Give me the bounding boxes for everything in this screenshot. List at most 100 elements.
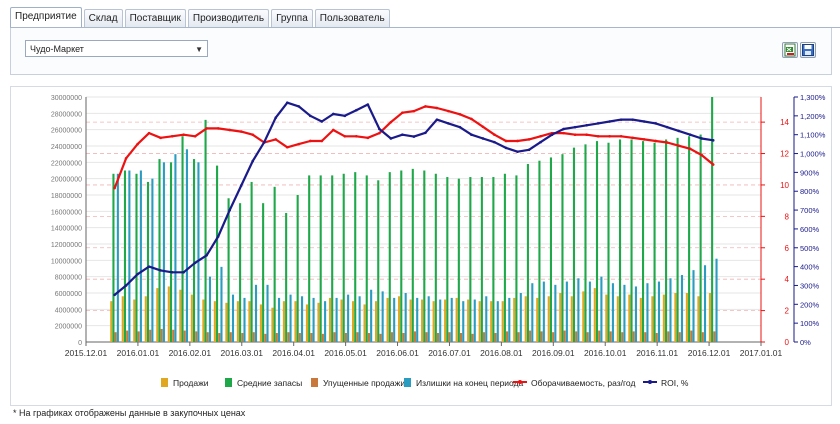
sales-bar [351, 301, 355, 342]
avg-stock-bar [296, 195, 299, 342]
tab-3[interactable]: Производитель [187, 9, 270, 27]
tab-0[interactable]: Предприятие [10, 7, 82, 27]
tab-divider [10, 27, 840, 28]
excess-bar [485, 296, 488, 342]
sales-bar [444, 299, 447, 342]
turnover-line-point [447, 109, 450, 113]
roi-line-point [205, 254, 208, 257]
sales-bar [409, 299, 412, 342]
sales-bar [225, 302, 228, 342]
excess-bar [162, 162, 165, 342]
legend-label: ROI, % [661, 378, 689, 388]
avg-stock-bar [457, 178, 460, 342]
roi-line-point [550, 133, 554, 136]
avg-stock-bar [388, 172, 391, 342]
excess-bar [416, 297, 419, 342]
x-tick-label: 2016.01.01 [117, 348, 160, 358]
roi-tick-label: 1,300% [800, 93, 826, 102]
tab-1[interactable]: Склад [83, 9, 123, 27]
enterprise-select[interactable]: Чудо-Маркет ▼ [25, 40, 208, 57]
lost-sales-bar [137, 331, 140, 342]
avg-stock-bar [262, 203, 265, 342]
roi-line-point [412, 135, 416, 138]
tab-4[interactable]: Группа [271, 9, 313, 27]
lost-sales-bar [459, 333, 463, 342]
excess-bar [462, 301, 465, 342]
avg-stock-bar [515, 175, 518, 342]
excess-bar [680, 275, 684, 342]
save-button[interactable] [800, 42, 816, 58]
legend-swatch [225, 378, 232, 387]
x-tick-label: 2015.12.01 [65, 348, 108, 358]
roi-line-point [596, 122, 600, 125]
lost-sales-bar [609, 331, 612, 342]
excess-bar [301, 296, 304, 342]
avg-stock-bar [204, 119, 207, 342]
excess-bar [439, 299, 442, 342]
sales-bar [167, 286, 170, 342]
lost-sales-bar [690, 330, 693, 342]
legend-swatch [311, 378, 318, 387]
x-tick-label: 2016.11.01 [636, 348, 678, 358]
avg-stock-bar [653, 142, 656, 342]
roi-line-point [297, 105, 301, 108]
avg-stock-bar [492, 177, 495, 342]
roi-line-point [320, 120, 324, 123]
roi-line-point [308, 114, 312, 118]
avg-stock-bar [308, 175, 311, 342]
roi-line-point [447, 122, 450, 125]
roi-line-point [366, 103, 370, 106]
turnover-line-point [470, 117, 473, 121]
turnover-line-point [562, 131, 565, 135]
export-excel-button[interactable] [782, 42, 798, 58]
tab-5[interactable]: Пользователь [314, 9, 390, 27]
turnover-line-point [688, 147, 692, 151]
legend-swatch [161, 378, 168, 387]
sales-bar [179, 289, 182, 342]
roi-line-point [688, 133, 692, 136]
avg-stock-bar [561, 154, 564, 342]
lost-sales-bar [402, 333, 405, 342]
sales-bar [559, 293, 562, 342]
excess-bar [358, 296, 361, 342]
sales-bar [639, 297, 642, 342]
excess-bar [657, 281, 661, 342]
avg-stock-bar [273, 186, 276, 342]
x-tick-label: 2016.04.01 [272, 348, 315, 358]
turnover-line-point [113, 186, 116, 190]
excess-bar [542, 281, 545, 342]
tab-2[interactable]: Поставщик [124, 9, 186, 27]
lost-sales-bar [632, 331, 635, 342]
excess-bar [220, 266, 223, 342]
avg-stock-bar [158, 159, 161, 342]
sales-bar [421, 299, 424, 342]
avg-stock-bar [595, 141, 599, 342]
lost-sales-bar [598, 330, 601, 342]
lost-sales-bar [552, 332, 555, 342]
lost-sales-bar [126, 330, 129, 342]
turnover-line-point [136, 142, 139, 146]
roi-tick-label: 300% [800, 281, 820, 290]
turnover-line-point [366, 136, 370, 140]
legend-label: Оборачиваемость, раз/год [531, 378, 635, 388]
sales-bar [501, 301, 504, 342]
sales-bar [282, 301, 286, 342]
roi-tick-label: 600% [800, 225, 820, 234]
chevron-down-icon: ▼ [195, 45, 203, 54]
lost-sales-bar [586, 332, 589, 342]
excess-bar [496, 301, 499, 342]
avg-stock-bar [123, 170, 127, 342]
lost-sales-bar [195, 331, 198, 342]
roi-tick-label: 700% [800, 206, 820, 215]
turnover-line-point [124, 156, 128, 160]
turnover-line-point [228, 128, 231, 132]
excess-bar [266, 284, 269, 342]
excess-bar [473, 299, 476, 342]
turnover-line-point [251, 133, 255, 136]
roi-line-point [159, 269, 162, 272]
enterprise-select-value: Чудо-Маркет [30, 44, 84, 54]
lost-sales-bar [172, 329, 175, 342]
lost-sales-bar [241, 333, 244, 342]
lost-sales-bar [529, 330, 532, 342]
sales-bar [236, 301, 239, 342]
